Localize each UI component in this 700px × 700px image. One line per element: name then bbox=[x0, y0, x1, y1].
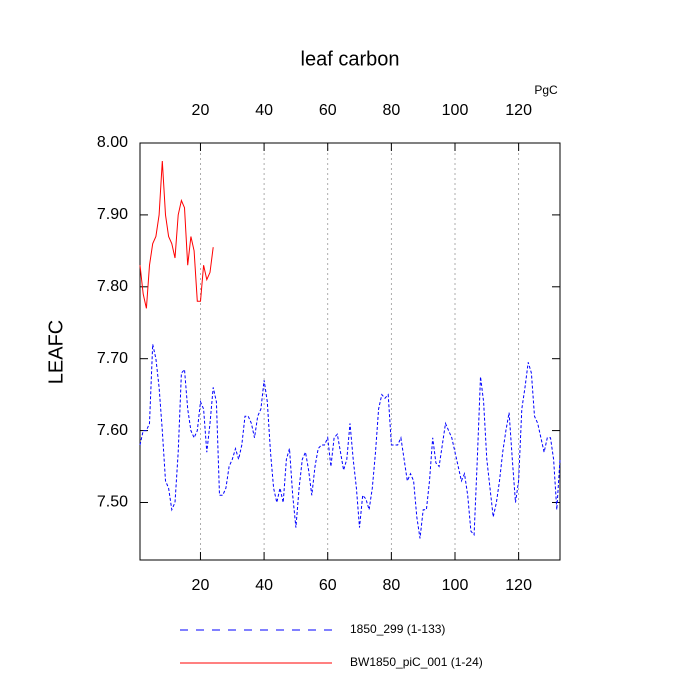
x-tick-label: 40 bbox=[255, 577, 273, 594]
legend-label: 1850_299 (1-133) bbox=[350, 622, 445, 636]
x-tick-label: 80 bbox=[382, 577, 400, 594]
y-tick-label: 7.70 bbox=[97, 350, 128, 367]
top-axis-label: PgC bbox=[534, 83, 558, 97]
x-tick-label: 60 bbox=[319, 577, 337, 594]
y-tick-label: 7.80 bbox=[97, 278, 128, 295]
top-tick-label: 60 bbox=[319, 102, 337, 119]
top-tick-label: 120 bbox=[505, 102, 532, 119]
legend-label: BW1850_piC_001 (1-24) bbox=[350, 655, 483, 669]
y-tick-label: 7.50 bbox=[97, 494, 128, 511]
series-line bbox=[139, 160, 214, 309]
series-line bbox=[139, 344, 561, 539]
chart-title: leaf carbon bbox=[301, 48, 400, 70]
x-tick-label: 20 bbox=[192, 577, 210, 594]
top-tick-label: 100 bbox=[442, 102, 469, 119]
y-tick-label: 7.90 bbox=[97, 206, 128, 223]
x-tick-label: 100 bbox=[442, 577, 469, 594]
y-tick-label: 7.60 bbox=[97, 422, 128, 439]
top-tick-label: 80 bbox=[382, 102, 400, 119]
top-tick-label: 20 bbox=[192, 102, 210, 119]
top-tick-label: 40 bbox=[255, 102, 273, 119]
y-tick-label: 8.00 bbox=[97, 134, 128, 151]
plot-frame bbox=[139, 142, 561, 561]
y-axis-label: LEAFC bbox=[45, 320, 67, 384]
x-tick-label: 120 bbox=[505, 577, 532, 594]
